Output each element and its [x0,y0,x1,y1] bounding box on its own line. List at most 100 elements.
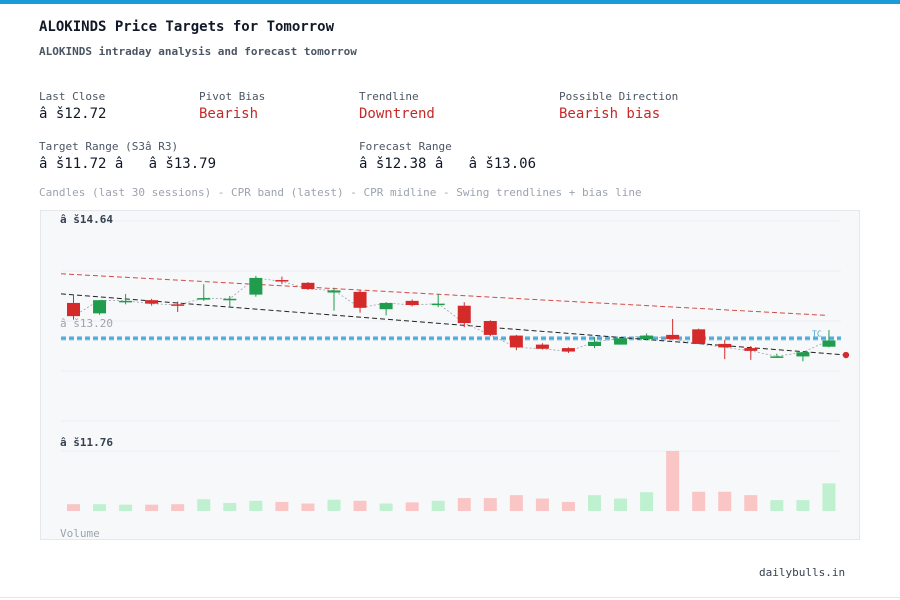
stat-label: Last Close [39,90,106,103]
candle-body [614,338,628,345]
cpr-band: TC [61,329,841,341]
candle-body [197,298,211,300]
chart-panel: TC â š14.64 â š13.20 â š11.76 Volume [40,210,860,540]
stat-forecast-range: Forecast Range â š12.38 â â š13.06 [359,140,536,172]
volume-bar [718,491,732,511]
volume-bar [692,491,706,511]
stat-value: â š12.38 â â š13.06 [359,156,537,172]
volume-bar [744,495,758,511]
candle-body [822,340,836,347]
page-title: ALOKINDS Price Targets for Tomorrow [39,19,335,35]
candle-body [535,344,549,349]
candle-body [666,334,680,340]
volume-bar [561,501,575,511]
volume-bar [509,495,523,511]
stat-label: Trendline [359,90,419,103]
candlestick-chart: TC â š14.64 â š13.20 â š11.76 Volume [60,213,850,540]
y-label-bottom: â š11.76 [60,436,113,449]
candle-body [744,348,758,351]
volume-bar [588,495,601,511]
stat-value: Bearish [199,106,259,122]
candle-body [275,280,289,282]
stat-label: Forecast Range [359,140,452,153]
candle-body [405,300,419,306]
candle-body [119,300,133,303]
candle-body [640,335,654,340]
accent-bar [0,0,900,4]
candle-body [93,300,107,314]
stat-pivot-bias: Pivot Bias Bearish [199,90,265,122]
cpr-band-label: TC [812,329,822,338]
volume-bar [457,498,471,511]
volume-bar [67,504,80,511]
brand-footer: dailybulls.in [759,566,846,579]
candle-body [692,329,706,344]
candle-body [145,300,159,304]
close-line [73,277,830,357]
stat-value: Downtrend [359,106,435,122]
volume-bar [822,483,836,511]
candle-body [353,291,367,308]
candle-body [431,303,445,306]
page-subtitle: ALOKINDS intraday analysis and forecast … [39,45,357,58]
volume-bar [614,498,628,511]
volume-bar [796,500,810,511]
volume-bar [145,504,159,511]
bias-marker [842,351,850,359]
volume-bar [301,503,315,511]
volume-bar [197,499,211,511]
candle-body [301,282,315,290]
stat-value: Bearish bias [559,106,661,122]
candle-body [249,277,263,295]
chart-legend: Candles (last 30 sessions) - CPR band (l… [39,186,642,199]
stat-value: â š11.72 â â š13.79 [39,156,217,172]
volume-bar [93,504,107,511]
stat-trendline: Trendline Downtrend [359,90,435,122]
volume-label: Volume [60,527,100,540]
y-label-top: â š14.64 [60,213,113,226]
trendlines [60,273,846,357]
volume-bar [640,492,654,511]
volume-bar [353,500,367,511]
volume-bar [223,503,237,511]
chart-labels: â š14.64 â š13.20 â š11.76 Volume [60,213,113,540]
stat-label: Pivot Bias [199,90,266,103]
stat-value: â š12.72 [39,106,107,122]
lower-trendline [60,293,846,356]
candle-body [509,335,523,348]
candle-body [67,302,80,317]
stat-label: Target Range (S3â R3) [39,140,179,153]
footer-divider [0,597,900,598]
stat-direction: Possible Direction Bearish bias [559,90,678,122]
volume-bar [535,498,549,511]
volume-bar [119,504,133,511]
candle-body [457,305,471,324]
y-label-mid: â š13.20 [60,317,113,330]
candle-body [770,356,784,358]
candle-body [483,321,497,335]
volume-bars [67,451,836,511]
candle-body [561,348,575,352]
volume-bar [770,500,784,511]
upper-trendline [60,273,828,316]
stat-target-range: Target Range (S3â R3) â š11.72 â â š13.7… [39,140,216,172]
volume-bar [171,504,185,511]
chart-grid [61,220,841,452]
candle-body [171,304,185,306]
volume-bar [275,501,289,511]
stat-last-close: Last Close â š12.72 [39,90,106,122]
volume-bar [379,503,393,511]
stat-label: Possible Direction [559,90,679,103]
candle-body [718,343,732,348]
volume-bar [249,500,263,511]
candle-body [327,290,341,293]
candle-body [223,298,237,301]
candle-body [588,341,601,346]
volume-bar [483,498,497,511]
volume-bar [405,502,419,511]
candle-body [796,352,810,357]
candles [67,275,850,362]
volume-bar [327,499,341,511]
volume-bar [431,500,445,511]
candle-body [379,302,393,310]
